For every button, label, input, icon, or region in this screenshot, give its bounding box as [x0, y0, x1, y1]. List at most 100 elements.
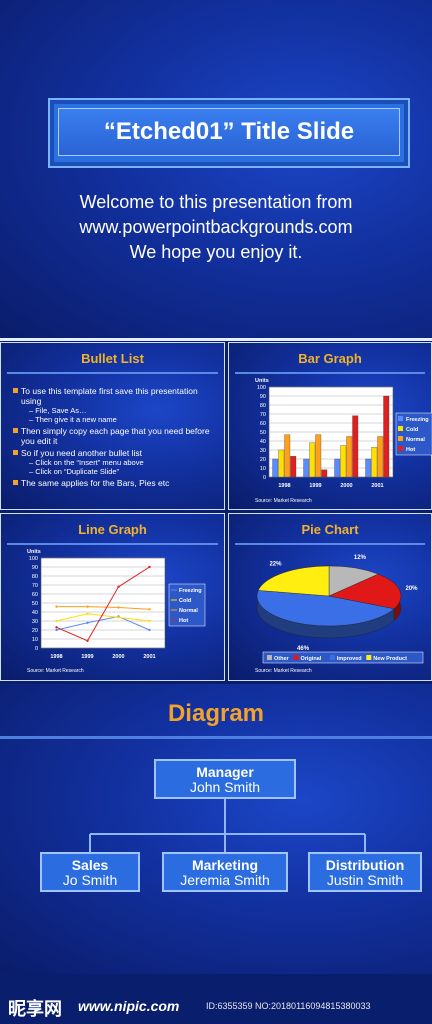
pie-chart: 12% 20% 46% 22% Other Original Improved New Pro…: [256, 555, 424, 664]
diagram-title: Diagram: [167, 700, 265, 727]
y-tick-label: 50: [32, 601, 38, 607]
watermark-bar: 昵享网 www.nipic.com ID:6355359 NO:20180116…: [0, 990, 432, 1024]
y-tick-label: 70: [260, 412, 266, 418]
y-axis-label: Units: [255, 378, 269, 384]
bullet-item: Then simply copy each page that you need…: [13, 426, 213, 446]
y-tick-label: 90: [32, 565, 38, 571]
bullet-list-panel: Bullet List To use this template first s…: [0, 342, 225, 510]
bullet-list: To use this template first save this pre…: [13, 386, 213, 490]
y-tick-label: 60: [260, 421, 266, 427]
bar: [284, 434, 291, 478]
y-tick-label: 80: [260, 403, 266, 409]
y-tick-label: 100: [257, 385, 266, 391]
bullet-item: The same applies for the Bars, Pies etc: [13, 478, 213, 488]
y-tick-label: 10: [260, 466, 266, 472]
y-tick-label: 10: [32, 637, 38, 643]
bar: [340, 445, 347, 478]
slice-label: 12%: [354, 555, 367, 561]
bar: [321, 469, 328, 478]
legend-label: Normal: [179, 608, 198, 614]
slice-label: 20%: [406, 586, 419, 592]
series-line: [56, 566, 150, 642]
data-point: [86, 639, 89, 642]
diagram-rule: [0, 736, 432, 739]
person-name: Justin Smith: [326, 872, 404, 888]
x-tick-label: 2000: [112, 654, 124, 660]
x-tick-label: 2000: [340, 483, 352, 489]
panel-rule: [235, 543, 425, 545]
legend-swatch: [293, 655, 299, 660]
welcome-line-2: www.powerpointbackgrounds.com: [79, 217, 353, 237]
y-tick-label: 0: [263, 475, 266, 481]
pie-slice: [328, 573, 402, 609]
y-tick-label: 40: [32, 610, 38, 616]
data-point: [148, 628, 151, 632]
y-tick-label: 20: [32, 628, 38, 634]
data-point: [117, 606, 120, 609]
slice-label: 46%: [297, 646, 310, 652]
data-point: [86, 605, 89, 608]
bar: [346, 436, 353, 478]
panel-title: Bullet List: [81, 351, 144, 366]
report-box: Distribution Justin Smith: [308, 852, 422, 892]
watermark-site: www.nipic.com: [78, 998, 180, 1014]
legend-swatch: [329, 655, 335, 660]
bullet-item: To use this template first save this pre…: [13, 386, 213, 424]
legend-swatch: [398, 416, 403, 421]
slice-label: 22%: [269, 562, 282, 568]
bar: [303, 458, 310, 478]
sub-bullet: – Click on the “Insert” menu above: [29, 458, 144, 467]
data-point: [117, 616, 120, 619]
bar: [377, 436, 384, 478]
legend-label: Hot: [179, 618, 188, 624]
bar: [371, 447, 378, 478]
chart-source: Source: Market Research: [255, 498, 312, 504]
legend-label: New Product: [373, 656, 407, 662]
panel-rule: [235, 372, 425, 374]
bullet-text: So if you need another bullet list: [21, 448, 142, 458]
org-connectors: [89, 798, 366, 852]
x-tick-label: 2001: [371, 483, 383, 489]
legend-label: Original: [301, 656, 322, 662]
bullet-text: To use this template first save this pre…: [21, 386, 198, 406]
y-tick-label: 30: [32, 619, 38, 625]
role-label: Distribution: [325, 857, 405, 873]
data-point: [86, 612, 89, 615]
legend-swatch: [267, 655, 272, 660]
legend-label: Other: [274, 656, 290, 662]
y-tick-label: 50: [260, 430, 266, 436]
y-tick-label: 70: [32, 583, 38, 589]
data-point: [55, 628, 58, 632]
pie-slice: [256, 590, 395, 627]
legend-swatch: [398, 436, 403, 441]
report-box: Sales Jo Smith: [40, 852, 140, 892]
role-label: Sales: [71, 857, 109, 873]
person-name: John Smith: [189, 779, 261, 795]
bar: [309, 442, 316, 478]
sub-bullet: – Then give it a new name: [29, 415, 117, 424]
bar-graph-panel: Bar Graph 0 10 20 30 40 50 60 70 80 90 100 Units 199…: [228, 342, 432, 510]
data-point: [86, 621, 89, 624]
data-point: [148, 608, 151, 611]
data-point: [148, 619, 151, 623]
y-tick-label: 40: [260, 439, 266, 445]
legend-swatch: [398, 426, 403, 431]
x-tick-label: 1999: [309, 483, 321, 489]
panel-title: Bar Graph: [298, 351, 362, 366]
y-tick-label: 20: [260, 457, 266, 463]
title-slide: [0, 0, 432, 338]
bullet-item: So if you need another bullet list – Cli…: [13, 448, 213, 476]
bar: [290, 456, 297, 478]
welcome-text: Welcome to this presentation from www.po…: [0, 190, 432, 265]
data-point: [55, 626, 58, 629]
series-line: [56, 615, 150, 631]
welcome-line-3: We hope you enjoy it.: [129, 242, 303, 262]
role-label: Manager: [196, 764, 254, 780]
legend-box: [168, 583, 206, 627]
bar: [278, 449, 285, 478]
panel-title: Pie Chart: [301, 522, 359, 537]
watermark-id: ID:6355359 NO:20180116094815380033: [206, 1001, 371, 1011]
bullet-text: Then simply copy each page that you need…: [21, 426, 210, 446]
y-tick-label: 100: [29, 556, 38, 562]
